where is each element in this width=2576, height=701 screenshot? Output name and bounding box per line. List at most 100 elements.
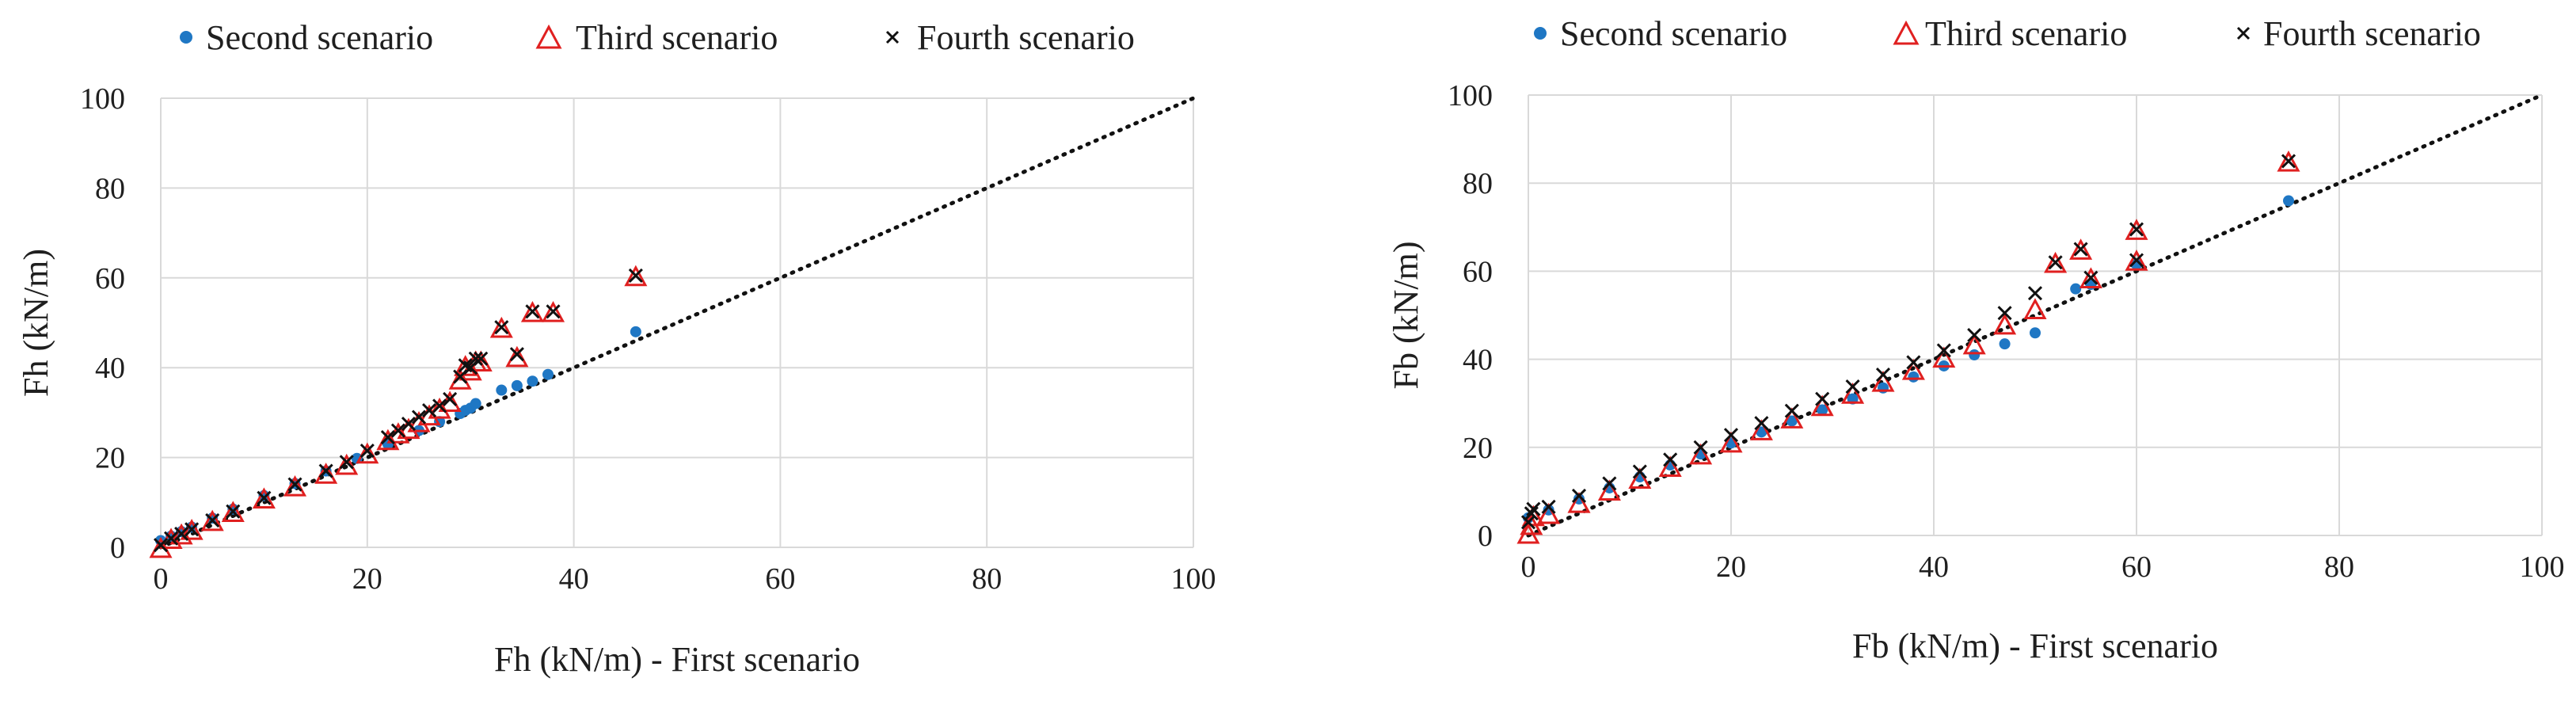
- y-tick-label: 80: [95, 172, 125, 205]
- point-fourth-scenario: [468, 351, 483, 366]
- point-fourth-scenario: [1632, 464, 1647, 479]
- point-third-scenario: [489, 316, 513, 338]
- point-fourth-scenario: [2129, 222, 2144, 237]
- point-third-scenario: [2069, 238, 2093, 260]
- x-tick-label: 60: [765, 562, 795, 596]
- point-fourth-scenario: [2027, 286, 2043, 301]
- point-third-scenario: [376, 429, 400, 451]
- point-fourth-scenario: [2083, 270, 2098, 285]
- point-fourth-scenario: [185, 522, 200, 537]
- point-third-scenario: [1658, 455, 1682, 477]
- point-fourth-scenario: [1571, 488, 1587, 504]
- point-fourth-scenario: [546, 304, 561, 319]
- point-third-scenario: [2277, 150, 2300, 172]
- y-tick-label: 40: [95, 352, 125, 385]
- point-fourth-scenario: [390, 423, 405, 438]
- point-third-scenario: [1719, 431, 1743, 453]
- point-third-scenario: [2023, 298, 2047, 319]
- point-fourth-scenario: [421, 403, 437, 418]
- y-tick-label: 100: [80, 82, 125, 116]
- legend-marker-fourth: [885, 30, 900, 44]
- point-second-scenario: [542, 368, 554, 380]
- point-fourth-scenario: [1520, 515, 1536, 530]
- reference-line: [1526, 93, 2544, 538]
- point-third-scenario: [1871, 371, 1895, 392]
- point-second-scenario: [2283, 195, 2294, 207]
- point-third-scenario: [180, 519, 204, 540]
- point-third-scenario: [2044, 251, 2068, 273]
- chart-left: 0 20 40 60 80 100 0 20 40 60 80 100 Fh (kN/m) - Firs…: [17, 82, 1216, 679]
- legend-marker-third: [1893, 20, 1920, 45]
- point-third-scenario: [1901, 359, 1925, 380]
- point-third-scenario: [1749, 419, 1773, 440]
- point-third-scenario: [314, 463, 338, 484]
- point-fourth-scenario: [205, 512, 220, 528]
- point-fourth-scenario: [339, 455, 354, 470]
- y-tick-label: 80: [1463, 167, 1493, 200]
- legend-label-third: Third scenario: [576, 18, 778, 57]
- point-fourth-scenario: [1967, 327, 1982, 343]
- point-third-scenario: [1537, 502, 1561, 524]
- point-fourth-scenario: [1936, 343, 1951, 358]
- x-tick-label: 20: [1716, 551, 1746, 584]
- point-third-scenario: [428, 397, 451, 419]
- point-third-scenario: [200, 509, 224, 531]
- point-second-scenario: [511, 379, 523, 391]
- point-fourth-scenario: [1815, 391, 1830, 406]
- legend-marker-second: [180, 31, 192, 44]
- y-tick-label: 100: [1448, 79, 1493, 112]
- chart-right: 0 20 40 60 80 100 0 20 40 60 80 100 Fb (kN/m) - Firs…: [1387, 79, 2565, 665]
- point-third-scenario: [252, 487, 276, 509]
- point-fourth-scenario: [226, 504, 241, 519]
- legend-right: Second scenario Third scenario Fourth sc…: [1534, 14, 2481, 53]
- point-fourth-scenario: [1997, 306, 2012, 321]
- point-third-scenario: [386, 422, 410, 444]
- point-second-scenario: [2070, 283, 2082, 295]
- point-second-scenario: [1908, 371, 1920, 383]
- point-second-scenario: [527, 375, 538, 387]
- point-third-scenario: [505, 345, 529, 368]
- point-third-scenario: [1597, 479, 1621, 501]
- point-third-scenario: [1810, 394, 1834, 417]
- point-fourth-scenario: [2048, 255, 2063, 270]
- point-fourth-scenario: [1663, 452, 1678, 467]
- x-tick-label: 0: [154, 562, 169, 596]
- point-fourth-scenario: [474, 351, 489, 366]
- reference-line: [158, 96, 1196, 550]
- point-second-scenario: [1786, 415, 1798, 427]
- y-tick-label: 40: [1463, 344, 1493, 377]
- y-tick-label: 60: [1463, 255, 1493, 288]
- x-axis-title: Fh (kN/m) - First scenario: [494, 640, 860, 679]
- point-fourth-scenario: [163, 531, 179, 546]
- point-fourth-scenario: [401, 417, 417, 432]
- point-second-scenario: [496, 384, 508, 396]
- y-tick-label: 60: [95, 262, 125, 295]
- point-fourth-scenario: [174, 526, 189, 542]
- point-fourth-scenario: [1526, 501, 1541, 516]
- point-third-scenario: [2079, 267, 2102, 289]
- point-fourth-scenario: [1524, 506, 1539, 521]
- point-second-scenario: [1999, 338, 2011, 350]
- point-second-scenario: [1969, 349, 1981, 361]
- point-fourth-scenario: [1875, 367, 1891, 383]
- point-fourth-scenario: [1754, 416, 1769, 431]
- legend-label-third: Third scenario: [1925, 14, 2127, 53]
- y-tick-label: 20: [95, 442, 125, 475]
- x-tick-label: 80: [972, 562, 1002, 596]
- x-tick-label: 0: [1521, 551, 1536, 584]
- legend-marker-fourth: [2236, 26, 2251, 40]
- point-fourth-scenario: [443, 391, 458, 406]
- point-fourth-scenario: [1723, 428, 1739, 443]
- x-tick-label: 60: [2121, 551, 2152, 584]
- point-third-scenario: [2125, 219, 2148, 240]
- point-third-scenario: [1780, 407, 1804, 429]
- point-third-scenario: [283, 475, 307, 497]
- point-third-scenario: [221, 501, 245, 522]
- point-fourth-scenario: [1693, 440, 1708, 455]
- x-tick-label: 100: [1171, 562, 1216, 596]
- point-fourth-scenario: [2073, 242, 2088, 257]
- y-tick-label: 20: [1463, 432, 1493, 465]
- y-tick-label: 0: [110, 531, 125, 565]
- point-fourth-scenario: [153, 538, 169, 553]
